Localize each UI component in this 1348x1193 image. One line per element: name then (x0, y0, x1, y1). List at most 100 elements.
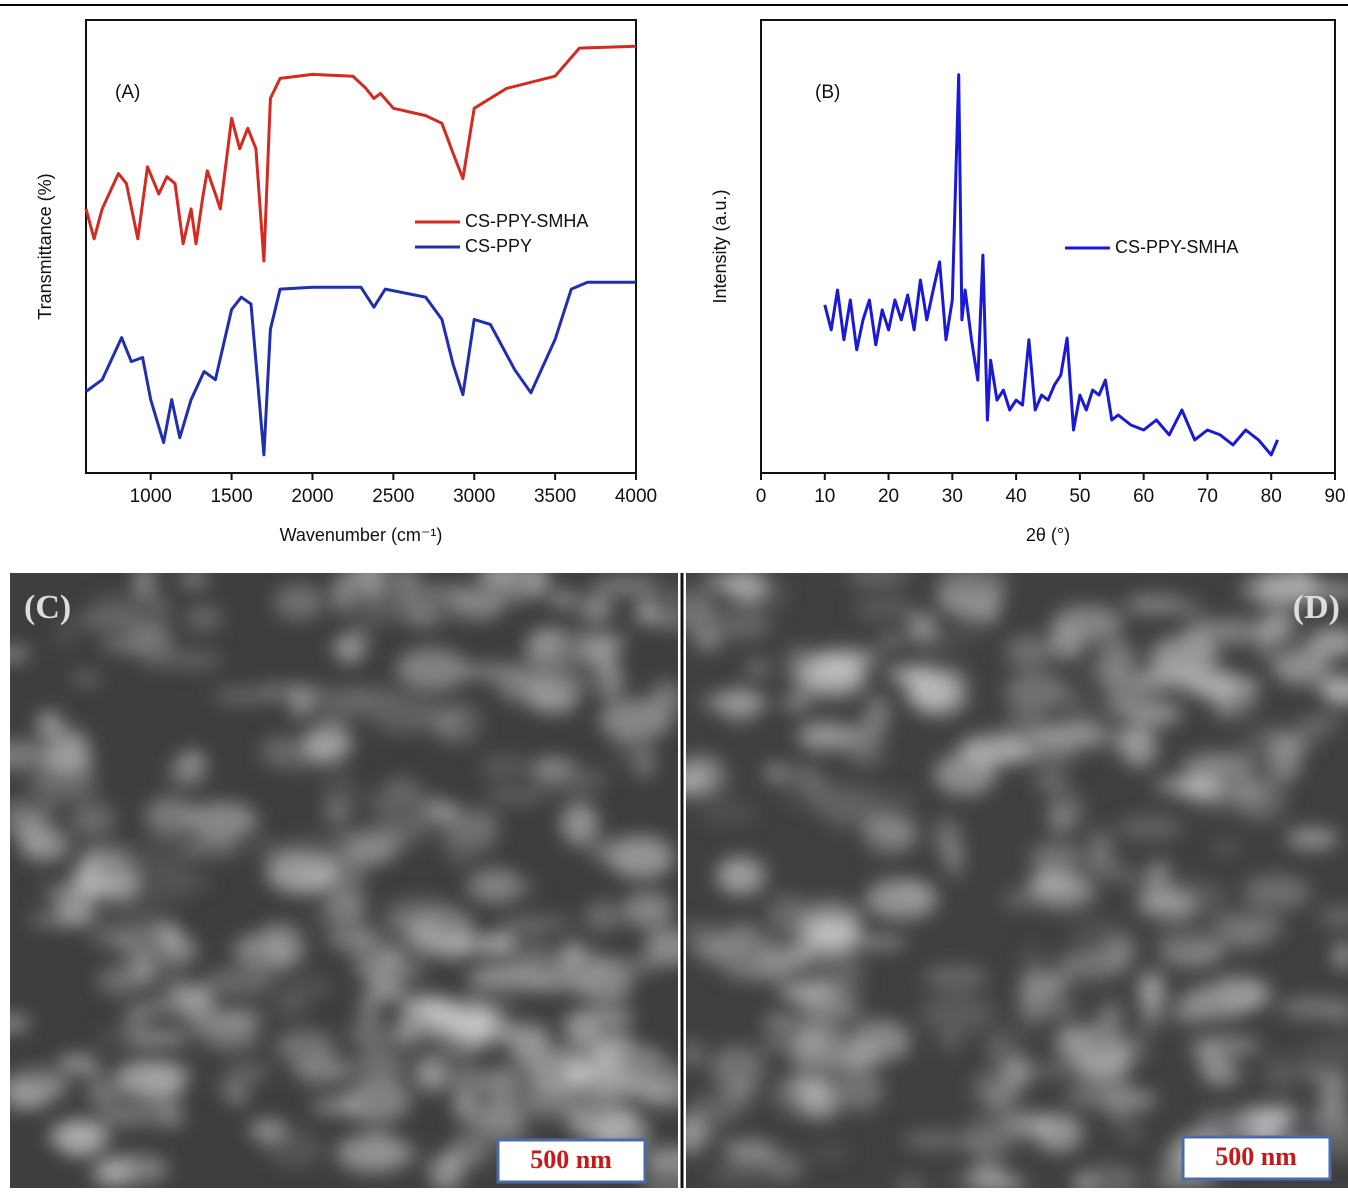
sem-blob (326, 924, 380, 952)
sem-blob (971, 1069, 1024, 1108)
sem-blob (674, 1115, 705, 1154)
sem-blob (561, 802, 599, 845)
sem-blob (36, 711, 62, 735)
sem-blob (97, 966, 144, 996)
sem-blob (1116, 693, 1156, 721)
sem-blob (793, 1028, 847, 1047)
sem-blob (845, 729, 886, 768)
sem-blob (1243, 875, 1311, 910)
sem-blob (934, 817, 961, 859)
sem-blob (920, 992, 995, 1036)
sem-blob (580, 594, 612, 624)
sem-blob (113, 1060, 186, 1100)
sem-blob (798, 722, 851, 751)
sem-blob (700, 1113, 724, 1141)
sem-blob (145, 796, 198, 835)
page: (C) (D) 500 nm 500 nm 100015002000250030… (0, 0, 1348, 1193)
sem-blob (88, 932, 142, 945)
sem-blob (622, 891, 673, 928)
sem-blob (223, 1010, 268, 1022)
sem-blob (1303, 1066, 1322, 1083)
sem-blob (681, 1042, 703, 1066)
sem-blob (725, 568, 766, 602)
sem-blob (432, 706, 463, 741)
sem-blob (839, 1035, 869, 1071)
sem-blob (1127, 1031, 1148, 1062)
sem-blob (1034, 1113, 1083, 1152)
sem-blob (491, 965, 523, 980)
sem-blob (71, 672, 101, 686)
sem-blob (330, 641, 350, 656)
sem-blob (367, 787, 437, 821)
sem-blob (1103, 1082, 1140, 1123)
sem-blob (476, 1100, 527, 1143)
sem-blob (549, 590, 579, 608)
sem-blob (588, 838, 647, 866)
legend-label: CS-PPY-SMHA (465, 211, 588, 231)
sem-blob (880, 636, 902, 648)
sem-blob (785, 646, 817, 681)
legend-label: CS-PPY (465, 236, 532, 256)
sem-blob (1136, 1092, 1156, 1107)
x-tick-label: 0 (756, 486, 767, 507)
sem-blob (185, 605, 223, 631)
sem-blob (563, 975, 580, 991)
sem-blob (70, 801, 116, 837)
sem-blob (1097, 679, 1165, 692)
sem-blob (593, 957, 660, 974)
panel-label: (C) (24, 589, 71, 626)
sem-blob (274, 584, 324, 621)
sem-blob (482, 1066, 522, 1103)
sem-blob (213, 688, 267, 704)
x-tick-label: 40 (1006, 486, 1027, 507)
sem-blob (1184, 628, 1212, 653)
x-tick-label: 2000 (291, 486, 333, 507)
sem-blob (978, 1127, 1023, 1151)
sem-blob (936, 561, 1008, 605)
sem-blob (453, 852, 469, 868)
sem-blob (267, 1130, 323, 1168)
sem-blob (1167, 920, 1192, 933)
sem-blob (1003, 889, 1037, 910)
sem-blob (395, 560, 419, 600)
sem-blob (853, 596, 912, 620)
sem-blob (1034, 771, 1070, 792)
sem-blob (371, 818, 428, 846)
x-tick-label: 1000 (130, 486, 172, 507)
x-tick-label: 90 (1324, 486, 1345, 507)
sem-blob (980, 601, 997, 627)
sem-blob (1155, 777, 1220, 794)
sem-blob (846, 566, 911, 586)
sem-blob (443, 1150, 461, 1166)
sem-blob (321, 773, 360, 811)
sem-blob (290, 924, 306, 949)
sem-blob (1169, 999, 1210, 1025)
x-tick-label: 4000 (615, 486, 657, 507)
sem-blob (454, 810, 498, 854)
sem-blob (763, 1016, 798, 1029)
sem-blob (343, 853, 393, 865)
sem-blob (1286, 828, 1338, 848)
sem-blob (590, 1033, 637, 1064)
sem-blob (866, 831, 890, 858)
y-axis-label: Transmittance (%) (35, 173, 55, 319)
y-axis-label: Intensity (a.u.) (710, 189, 730, 303)
sem-blob (1134, 895, 1198, 918)
sem-blob (808, 1008, 843, 1026)
sem-blob (1293, 560, 1311, 591)
sem-blob (910, 631, 961, 653)
sem-blob (837, 1068, 884, 1110)
sem-blob (204, 967, 275, 995)
sem-blob (409, 918, 443, 959)
sem-blob (1057, 952, 1131, 976)
sem-blob (1279, 997, 1348, 1018)
sem-blob (812, 1147, 850, 1159)
sem-blob (354, 1045, 400, 1088)
sem-blob (1117, 816, 1183, 840)
sem-blob (1040, 990, 1072, 1008)
panel-label: (B) (815, 82, 840, 103)
sem-blob (485, 789, 543, 804)
sem-blob (91, 1159, 132, 1187)
sem-blob (480, 754, 528, 781)
sem-blob (527, 563, 550, 595)
